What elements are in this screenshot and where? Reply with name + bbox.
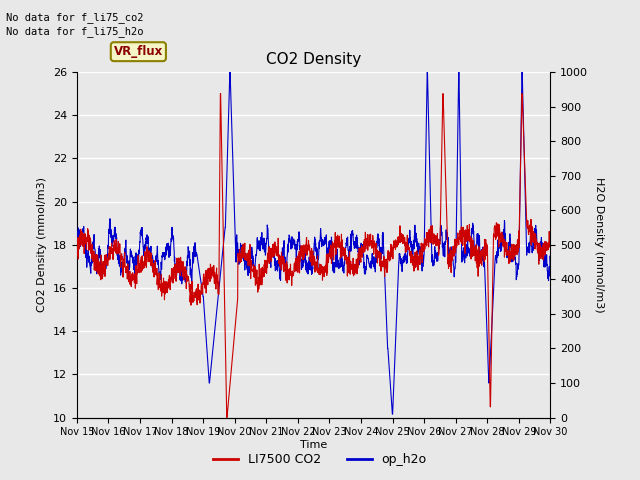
Y-axis label: H2O Density (mmol/m3): H2O Density (mmol/m3) <box>594 177 604 312</box>
Text: VR_flux: VR_flux <box>114 45 163 58</box>
Text: No data for f_li75_co2: No data for f_li75_co2 <box>6 12 144 23</box>
Legend: LI7500 CO2, op_h2o: LI7500 CO2, op_h2o <box>209 448 431 471</box>
Text: No data for f_li75_h2o: No data for f_li75_h2o <box>6 26 144 37</box>
X-axis label: Time: Time <box>300 440 327 450</box>
Y-axis label: CO2 Density (mmol/m3): CO2 Density (mmol/m3) <box>37 177 47 312</box>
Title: CO2 Density: CO2 Density <box>266 52 361 67</box>
